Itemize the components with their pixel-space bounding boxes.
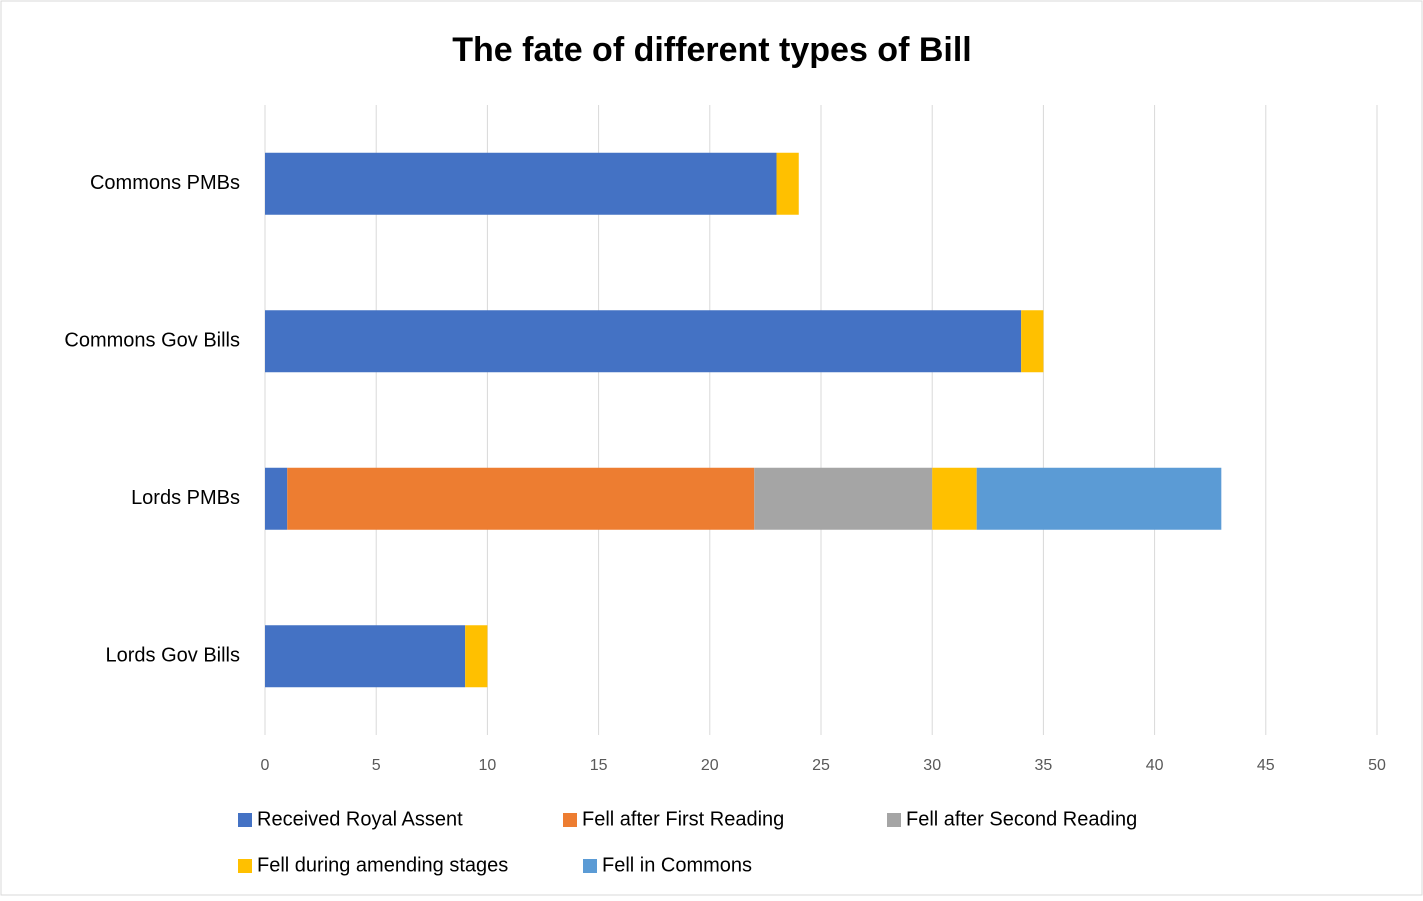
y-tick-label: Commons Gov Bills <box>64 330 240 352</box>
bar-segment <box>287 467 755 530</box>
bar-segment <box>265 152 777 215</box>
x-tick-label: 5 <box>372 757 381 774</box>
legend-label: Fell after Second Reading <box>906 808 1137 830</box>
legend-label: Fell during amending stages <box>257 854 508 876</box>
y-tick-label: Lords PMBs <box>131 487 240 509</box>
legend-swatch <box>563 813 577 827</box>
bar-segment <box>932 467 977 530</box>
x-tick-label: 30 <box>923 757 941 774</box>
legend-swatch <box>887 813 901 827</box>
chart-title: The fate of different types of Bill <box>452 31 971 69</box>
x-tick-label: 10 <box>479 757 497 774</box>
x-tick-label: 15 <box>590 757 608 774</box>
legend-swatch <box>238 813 252 827</box>
legend-swatch <box>583 859 597 873</box>
x-tick-label: 0 <box>261 757 270 774</box>
bar-segment <box>976 467 1222 530</box>
bar-segment <box>1021 310 1044 373</box>
bar-segment <box>776 152 799 215</box>
legend-swatch <box>238 859 252 873</box>
x-tick-label: 35 <box>1035 757 1053 774</box>
legend-label: Fell after First Reading <box>582 808 784 830</box>
legend-label: Fell in Commons <box>602 854 752 876</box>
x-tick-label: 40 <box>1146 757 1164 774</box>
bar-segment <box>265 467 288 530</box>
x-tick-label: 50 <box>1368 757 1386 774</box>
bar-segment <box>754 467 933 530</box>
x-tick-label: 45 <box>1257 757 1275 774</box>
y-tick-label: Commons PMBs <box>90 172 240 194</box>
x-tick-label: 25 <box>812 757 830 774</box>
bar-segment <box>465 625 488 688</box>
y-tick-label: Lords Gov Bills <box>106 645 241 667</box>
x-tick-label: 20 <box>701 757 719 774</box>
legend-label: Received Royal Assent <box>257 808 463 830</box>
bar-segment <box>265 625 466 688</box>
bar-segment <box>265 310 1022 373</box>
